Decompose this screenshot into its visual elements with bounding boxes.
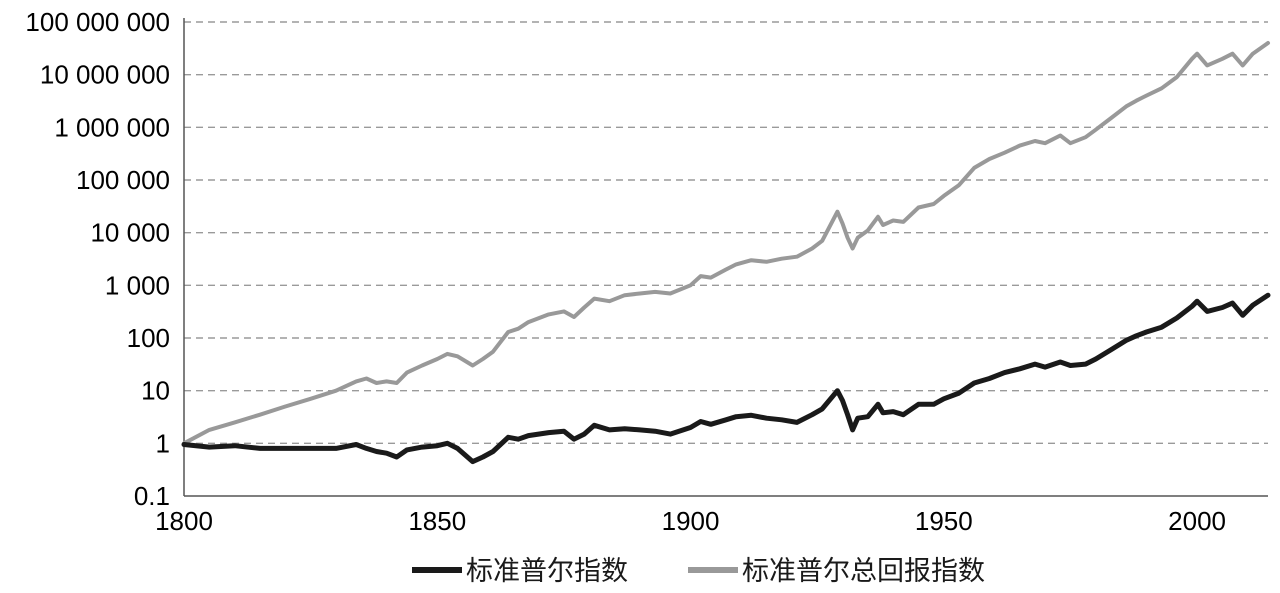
series-lines <box>181 41 1271 465</box>
y-tick-label: 10 <box>141 376 170 406</box>
y-tick-label: 0.1 <box>134 481 170 511</box>
x-tick-label: 1900 <box>662 506 720 536</box>
legend: 标准普尔指数 标准普尔总回报指数 <box>412 556 985 587</box>
y-tick-label: 100 000 <box>76 165 170 195</box>
x-tick-label: 2000 <box>1168 506 1226 536</box>
y-axis-tick-labels: 0.1 1 10 100 1 000 10 000 100 000 1 000 000 10 0… <box>25 7 170 511</box>
legend-label-1: 标准普尔指数 <box>466 556 628 587</box>
x-tick-label: 1800 <box>155 506 213 536</box>
y-tick-label: 1 000 <box>105 270 170 300</box>
gridlines <box>184 21 1268 445</box>
x-axis-tick-labels: 1800 1850 1900 1950 2000 <box>155 506 1226 536</box>
series-line-1 <box>181 292 1271 465</box>
y-tick-label: 100 000 000 <box>25 7 170 37</box>
y-tick-label: 10 000 <box>90 218 170 248</box>
y-tick-label: 100 <box>127 323 170 353</box>
x-tick-label: 1850 <box>408 506 466 536</box>
x-tick-label: 1950 <box>915 506 973 536</box>
y-tick-label: 1 <box>156 428 170 458</box>
legend-label-2: 标准普尔总回报指数 <box>742 556 985 587</box>
series-line-2 <box>182 41 1270 446</box>
y-tick-label: 10 000 000 <box>40 60 170 90</box>
y-tick-label: 1 000 000 <box>54 112 170 142</box>
